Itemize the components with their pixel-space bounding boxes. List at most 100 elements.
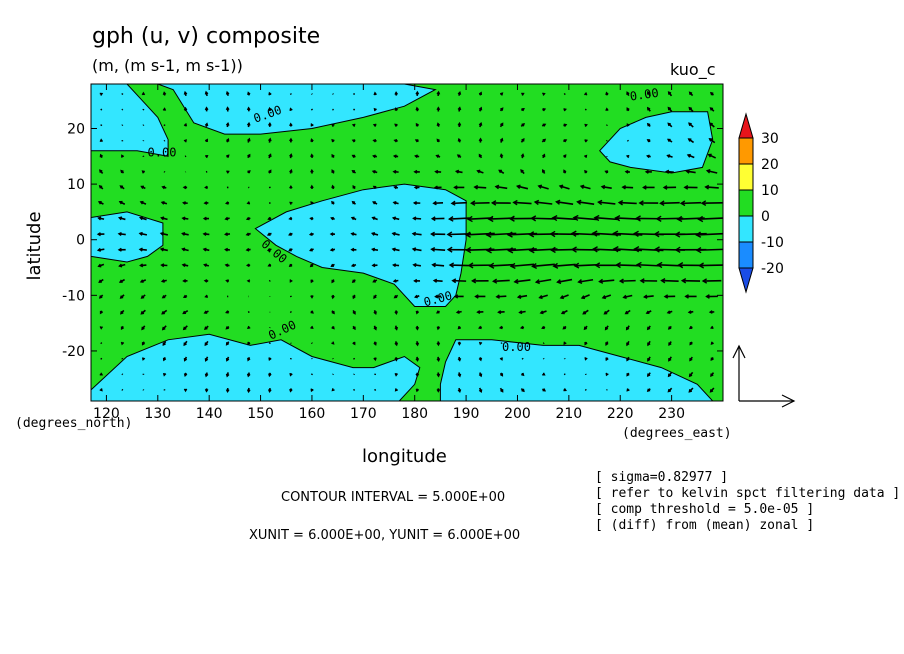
wind-vector [267, 122, 272, 127]
wind-vector [288, 216, 293, 221]
colorbar-segment [738, 189, 754, 217]
wind-vector [518, 310, 526, 315]
case-label: kuo_c [670, 60, 716, 79]
wind-vector [447, 216, 470, 222]
wind-vector [182, 294, 188, 299]
colorbar-segment [738, 215, 754, 243]
wind-vector [520, 108, 525, 112]
wind-vector [121, 388, 124, 391]
wind-vector [373, 91, 377, 96]
wind-vector [521, 372, 525, 377]
wind-vector [225, 122, 230, 128]
wind-vector [203, 310, 209, 314]
wind-vector [182, 185, 188, 190]
wind-vector [331, 169, 335, 174]
wind-vector [372, 138, 377, 143]
wind-vector [621, 185, 634, 190]
wind-vector [413, 185, 420, 190]
wind-vector [204, 372, 209, 378]
wind-vector [267, 216, 272, 221]
wind-vector [121, 93, 124, 96]
wind-vector [432, 278, 443, 283]
wind-vector [331, 123, 335, 127]
wind-vector [436, 388, 441, 393]
wind-vector [520, 138, 525, 143]
wind-vector [225, 325, 230, 330]
wind-vector [310, 325, 314, 329]
wind-vector [594, 262, 618, 269]
wind-vector [97, 263, 105, 268]
wind-vector [478, 137, 483, 143]
wind-vector [225, 90, 230, 97]
wind-vector [698, 262, 723, 269]
wind-vector [542, 92, 546, 96]
wind-vector [181, 216, 189, 221]
wind-vector [373, 310, 377, 316]
wind-vector [203, 263, 210, 268]
wind-vector [160, 279, 167, 283]
wind-vector [138, 231, 148, 236]
wind-vector [436, 372, 441, 378]
wind-vector [666, 138, 673, 143]
wind-vector [430, 231, 446, 237]
wind-vector [639, 278, 658, 284]
wind-vector [583, 91, 588, 96]
note-line: [ refer to kelvin spct filtering data ] [595, 486, 901, 501]
wind-vector [96, 232, 105, 237]
wind-vector [310, 168, 314, 174]
wind-vector [414, 294, 420, 299]
wind-vector [563, 388, 567, 392]
wind-vector [414, 139, 419, 143]
wind-vector [393, 294, 399, 299]
wind-vector [351, 139, 356, 143]
contour-label: 0.00 [629, 86, 660, 104]
y-tick-label: -10 [62, 288, 85, 304]
wind-vector [224, 216, 230, 221]
contour-interval: CONTOUR INTERVAL = 5.000E+00 [281, 490, 506, 505]
wind-vector [392, 279, 399, 283]
wind-vector [415, 372, 420, 378]
wind-vector [183, 356, 188, 362]
wind-vector [688, 91, 694, 97]
wind-vector [436, 90, 441, 97]
wind-vector [500, 342, 503, 345]
wind-vector [563, 154, 567, 158]
wind-vector [466, 215, 493, 223]
wind-vector [245, 263, 251, 268]
wind-vector [624, 309, 631, 315]
wind-vector [225, 138, 230, 143]
wind-vector [411, 231, 422, 237]
wind-vector [247, 186, 250, 189]
wind-vector [436, 122, 441, 127]
wind-vector [488, 262, 514, 269]
wind-vector [618, 278, 636, 284]
wind-vector [457, 356, 462, 362]
wind-vector [310, 123, 314, 127]
wind-vector [204, 106, 209, 112]
wind-vector [119, 294, 125, 299]
wind-vector [638, 200, 659, 206]
wind-vector [492, 278, 510, 284]
wind-vector [372, 201, 378, 205]
wind-vector [225, 279, 230, 283]
wind-vector [99, 372, 104, 376]
wind-vector [541, 169, 546, 174]
wind-vector [183, 372, 188, 378]
wind-vector [685, 169, 696, 174]
wind-vector [245, 232, 251, 237]
wind-vector [448, 262, 469, 268]
wind-vector [394, 373, 399, 377]
wind-vector [224, 232, 231, 237]
colorbar-label: 0 [761, 209, 770, 225]
wind-vector [394, 357, 398, 362]
y-tick-label: 10 [67, 177, 85, 193]
wind-vector [455, 310, 462, 314]
wind-vector [121, 154, 125, 158]
note-line: [ comp threshold = 5.0e-05 ] [595, 502, 815, 517]
wind-vector [512, 199, 532, 206]
colorbar-label: 30 [761, 131, 779, 147]
wind-vector [247, 170, 251, 174]
negative-region-north-central [132, 84, 437, 135]
wind-vector [615, 262, 640, 269]
wind-vector [701, 278, 722, 284]
